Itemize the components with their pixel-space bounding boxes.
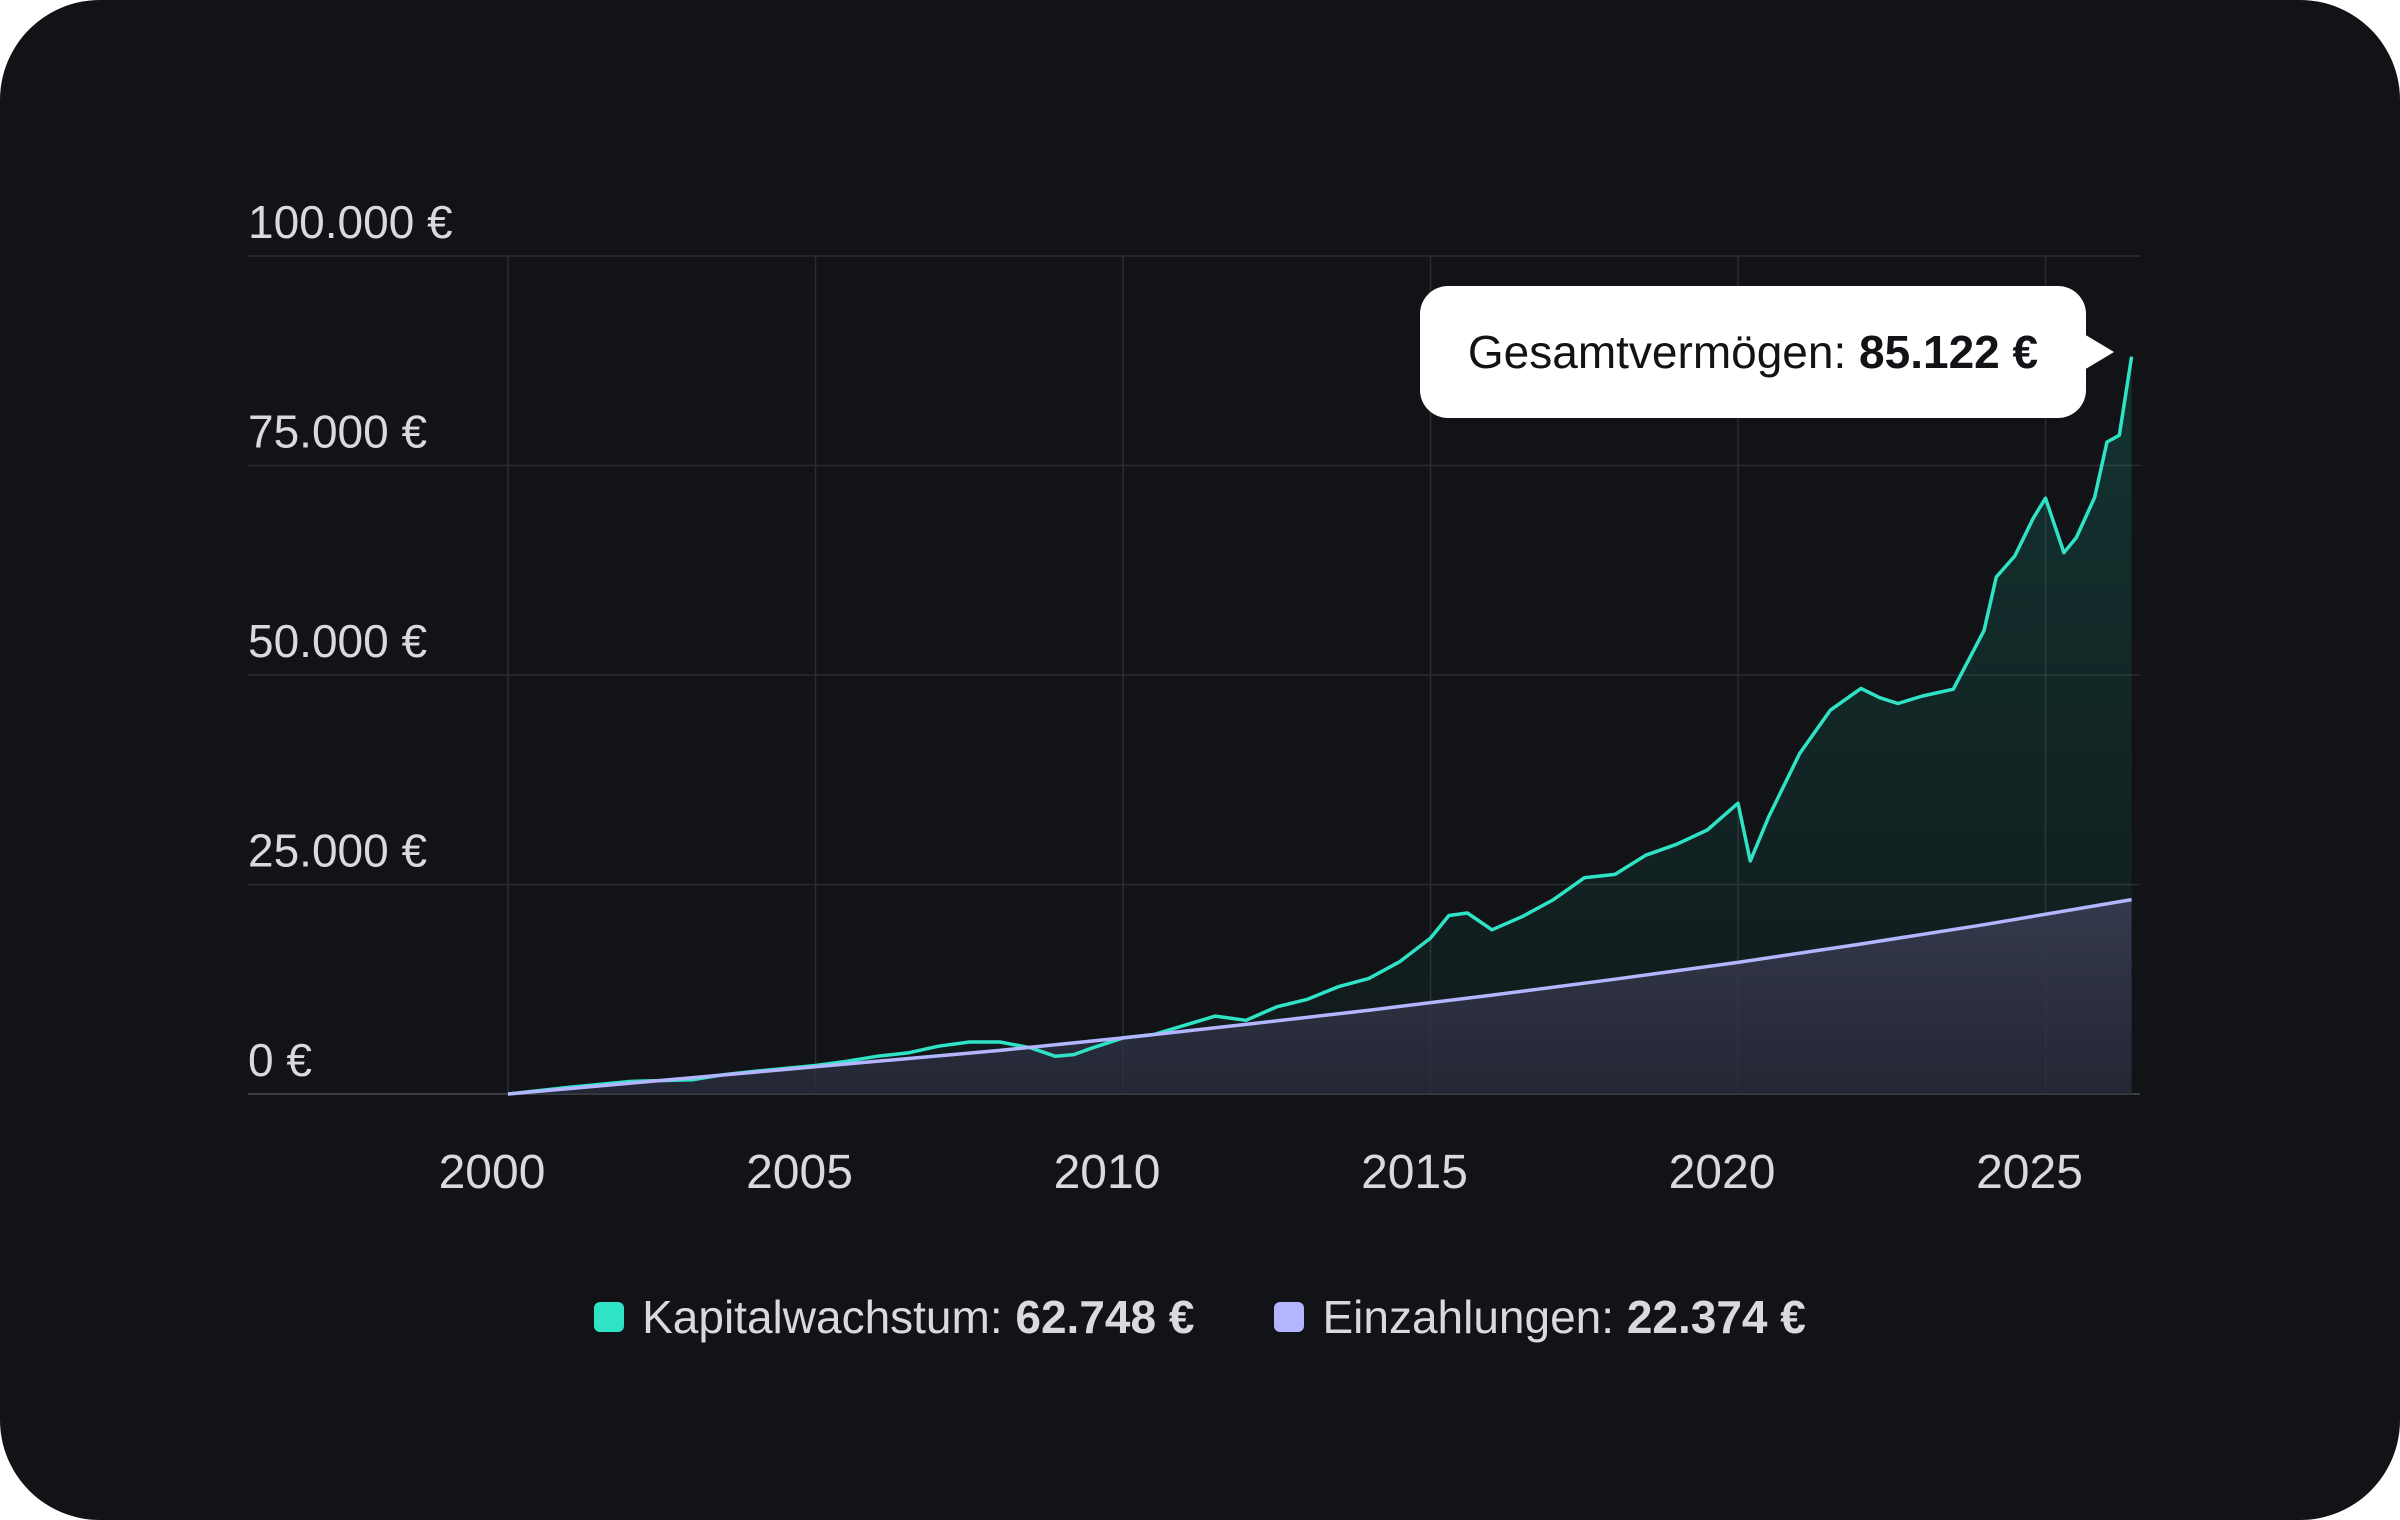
einzahlungen-area bbox=[508, 899, 2132, 1094]
legend-value-einzahlungen: 22.374 € bbox=[1626, 1291, 1806, 1343]
area-layer bbox=[508, 356, 2132, 1095]
y-tick-label: 100.000 € bbox=[248, 196, 453, 248]
tooltip-value: 85.122 € bbox=[1859, 326, 2039, 378]
tooltip-label: Gesamtvermögen: bbox=[1467, 326, 1847, 378]
legend-label-einzahlungen: Einzahlungen: bbox=[1322, 1291, 1615, 1343]
x-tick-label: 2000 bbox=[439, 1146, 546, 1199]
y-tick-label: 75.000 € bbox=[248, 406, 427, 458]
legend-item-kapitalwachstum[interactable]: Kapitalwachstum: 62.748 € bbox=[594, 1290, 1194, 1344]
legend-label-kapitalwachstum: Kapitalwachstum: bbox=[642, 1291, 1003, 1343]
legend-swatch-einzahlungen bbox=[1274, 1302, 1305, 1332]
tick-label-layer: 0 € 25.000 € 50.000 € 75.000 € 100.000 € 2000… bbox=[248, 196, 2083, 1199]
x-tick-label: 2010 bbox=[1054, 1146, 1161, 1199]
x-tick-label: 2025 bbox=[1976, 1146, 2083, 1199]
x-tick-label: 2005 bbox=[746, 1146, 853, 1199]
y-tick-label: 0 € bbox=[248, 1034, 312, 1086]
y-tick-label: 25.000 € bbox=[248, 825, 427, 877]
kapitalwachstum-area bbox=[508, 356, 2132, 1095]
legend: Kapitalwachstum: 62.748 € Einzahlungen: … bbox=[0, 1290, 2400, 1344]
legend-item-einzahlungen[interactable]: Einzahlungen: 22.374 € bbox=[1274, 1290, 1806, 1344]
x-tick-label: 2015 bbox=[1361, 1146, 1468, 1199]
line-layer bbox=[507, 356, 2134, 1096]
legend-value-kapitalwachstum: 62.748 € bbox=[1015, 1291, 1195, 1343]
y-tick-label: 50.000 € bbox=[248, 615, 427, 667]
gesamtvermoegen-line bbox=[507, 356, 2134, 1096]
tooltip: Gesamtvermögen: 85.122 € bbox=[1420, 286, 2114, 418]
x-tick-label: 2020 bbox=[1669, 1146, 1776, 1199]
einzahlungen-line bbox=[507, 897, 2132, 1096]
legend-swatch-kapitalwachstum bbox=[594, 1302, 625, 1332]
